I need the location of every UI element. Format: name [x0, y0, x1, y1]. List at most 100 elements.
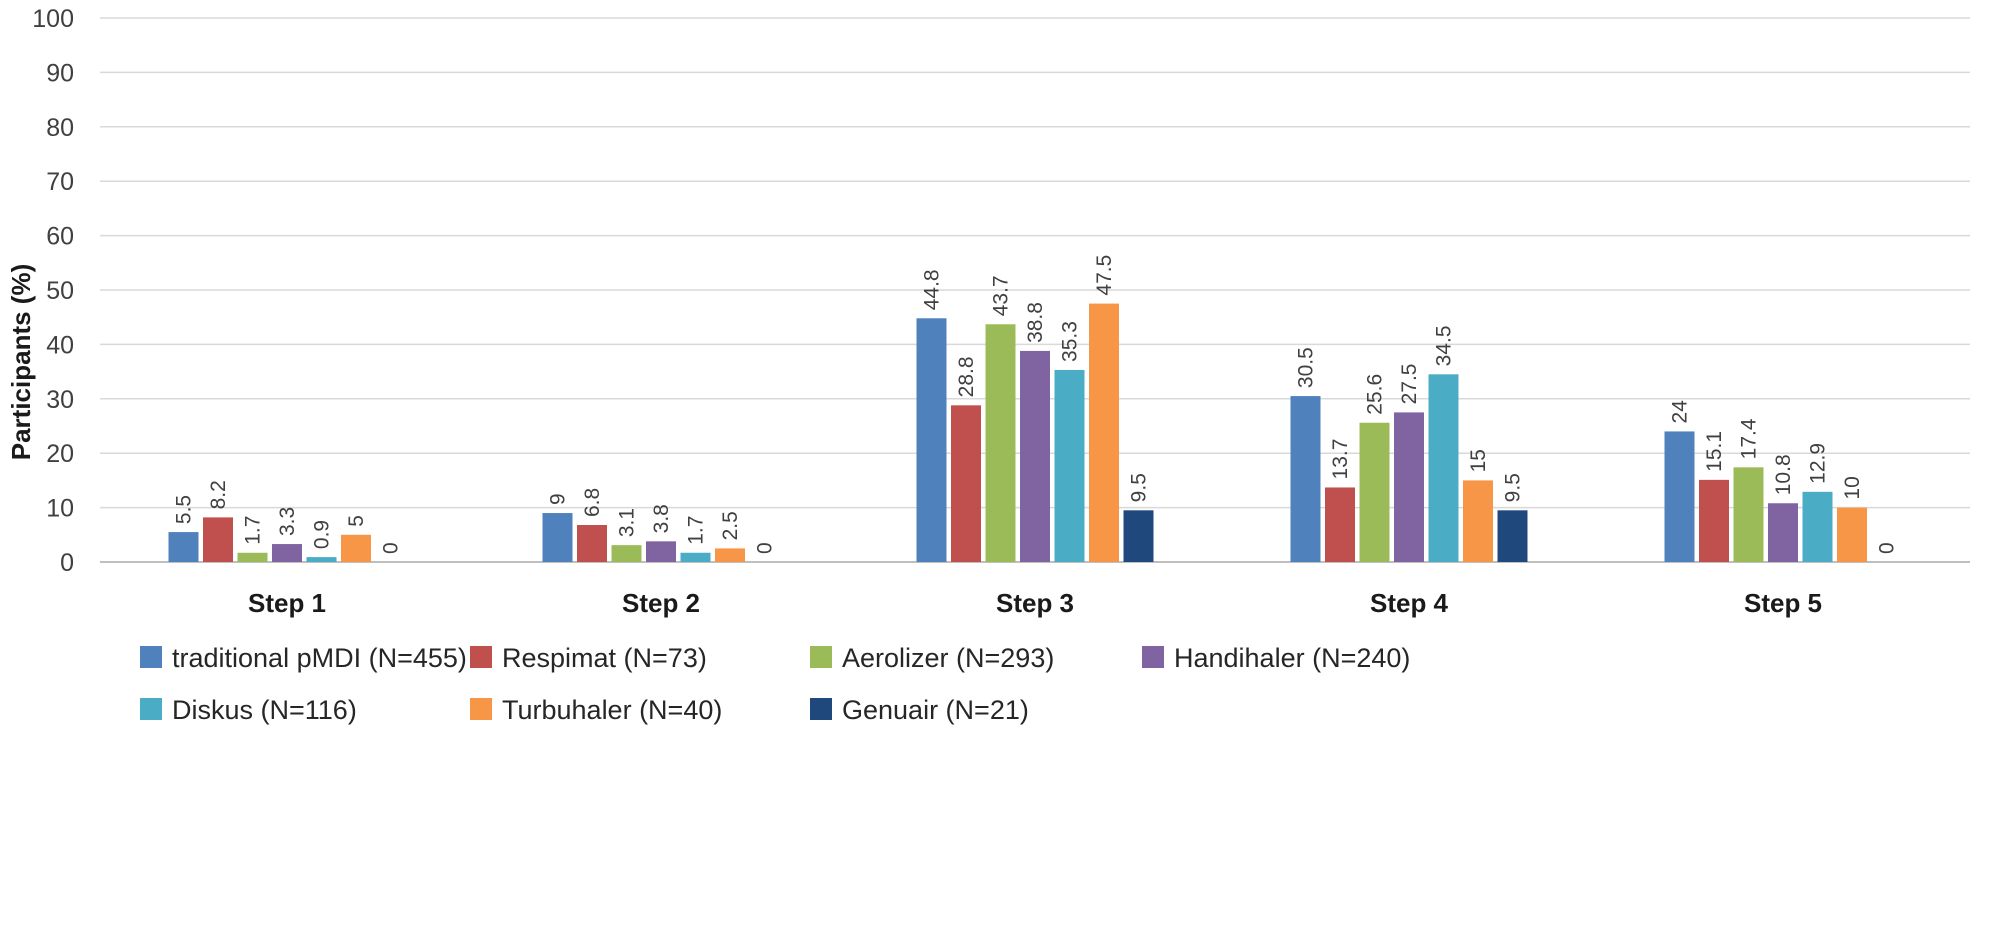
data-label: 0: [754, 542, 777, 554]
bar: [168, 532, 199, 562]
bar: [1359, 422, 1390, 562]
x-category-label: Step 4: [1370, 588, 1449, 618]
data-label: 34.5: [1433, 325, 1456, 366]
y-tick-label: 50: [46, 277, 74, 305]
data-label: 13.7: [1329, 439, 1352, 480]
legend-item: Aerolizer (N=293): [810, 643, 1054, 673]
legend-label: Aerolizer (N=293): [842, 643, 1054, 673]
legend-swatch: [810, 698, 832, 720]
bar: [611, 545, 642, 562]
data-label: 28.8: [955, 356, 978, 397]
data-label: 47.5: [1093, 255, 1116, 296]
legend: traditional pMDI (N=455) Respimat (N=73) A…: [140, 643, 1410, 725]
y-tick-label: 30: [46, 386, 74, 414]
y-tick-label: 100: [32, 5, 74, 33]
y-axis-ticks: 0 10 20 30 40 50 60 70 80 90 100: [32, 5, 74, 577]
legend-item: Diskus (N=116): [140, 695, 357, 725]
legend-swatch: [470, 698, 492, 720]
legend-item: traditional pMDI (N=455): [140, 643, 467, 673]
bar: [1089, 303, 1119, 562]
bar: [646, 541, 676, 562]
legend-item: Respimat (N=73): [470, 643, 707, 673]
bar: [1123, 510, 1154, 562]
legend-label: Genuair (N=21): [842, 695, 1029, 725]
legend-item: Turbuhaler (N=40): [470, 695, 722, 725]
bar: [272, 544, 302, 562]
bar: [306, 557, 337, 562]
data-label: 9.5: [1128, 473, 1151, 502]
x-axis-categories: Step 1 Step 2 Step 3 Step 4 Step 5: [248, 588, 1822, 618]
y-tick-label: 90: [46, 59, 74, 87]
y-tick-label: 10: [46, 495, 74, 523]
bar: [1428, 374, 1459, 562]
bar: [1497, 510, 1528, 562]
bar: [680, 552, 711, 562]
data-label: 2.5: [719, 511, 742, 540]
data-label: 27.5: [1398, 364, 1421, 405]
data-label: 43.7: [990, 275, 1013, 316]
bar: [203, 517, 233, 562]
bar: [1020, 350, 1050, 562]
x-category-label: Step 3: [996, 588, 1074, 618]
legend-label: traditional pMDI (N=455): [172, 643, 467, 673]
bar: [985, 324, 1016, 562]
bar: [1699, 479, 1729, 562]
data-label: 3.1: [616, 508, 639, 537]
legend-label: Handihaler (N=240): [1174, 643, 1410, 673]
bar: [1054, 369, 1085, 562]
bar: [1733, 467, 1764, 562]
data-label: 10.8: [1772, 454, 1795, 495]
bar: [1325, 487, 1355, 562]
legend-label: Turbuhaler (N=40): [502, 695, 722, 725]
legend-item: Genuair (N=21): [810, 695, 1029, 725]
y-tick-label: 70: [46, 168, 74, 196]
y-tick-label: 40: [46, 331, 74, 359]
bar: [1394, 412, 1424, 562]
bars: [168, 303, 1867, 562]
legend-swatch: [470, 646, 492, 668]
data-label: 1.7: [685, 516, 708, 545]
data-label: 9.5: [1502, 473, 1525, 502]
y-tick-label: 20: [46, 440, 74, 468]
legend-item: Handihaler (N=240): [1142, 643, 1410, 673]
bar: [1768, 503, 1798, 562]
x-category-label: Step 1: [248, 588, 326, 618]
bar: [916, 318, 947, 562]
data-label: 35.3: [1059, 321, 1082, 362]
data-label: 38.8: [1024, 302, 1047, 343]
data-label: 5.5: [173, 495, 196, 524]
y-tick-label: 80: [46, 114, 74, 142]
legend-swatch: [140, 646, 162, 668]
legend-swatch: [140, 698, 162, 720]
y-axis-title: Participants (%): [6, 264, 36, 461]
data-label: 0: [380, 542, 403, 554]
data-label: 5: [345, 515, 368, 527]
data-label: 0.9: [311, 520, 334, 549]
data-label: 44.8: [921, 269, 944, 310]
data-label: 6.8: [581, 488, 604, 517]
data-label: 17.4: [1738, 418, 1761, 459]
data-label: 15: [1467, 449, 1490, 472]
data-label: 10: [1841, 476, 1864, 499]
legend-swatch: [810, 646, 832, 668]
data-label: 1.7: [242, 516, 265, 545]
bar: [1802, 491, 1833, 562]
bar: [237, 552, 268, 562]
legend-swatch: [1142, 646, 1164, 668]
data-label: 3.8: [650, 504, 673, 533]
data-label: 15.1: [1703, 431, 1726, 472]
data-label: 12.9: [1807, 443, 1830, 484]
data-label: 24: [1669, 400, 1692, 424]
y-tick-label: 0: [60, 549, 74, 577]
y-tick-label: 60: [46, 223, 74, 251]
x-category-label: Step 2: [622, 588, 700, 618]
legend-label: Diskus (N=116): [172, 695, 357, 725]
legend-label: Respimat (N=73): [502, 643, 707, 673]
bar: [542, 513, 573, 562]
bar: [951, 405, 981, 562]
data-labels: 5.5 8.2 1.7 3.3 0.9 5 0 9 6.8 3.1 3.8 1.7 2.5 0 44.8 28…: [173, 255, 1899, 554]
bar: [1837, 507, 1867, 562]
data-label: 9: [547, 493, 570, 505]
